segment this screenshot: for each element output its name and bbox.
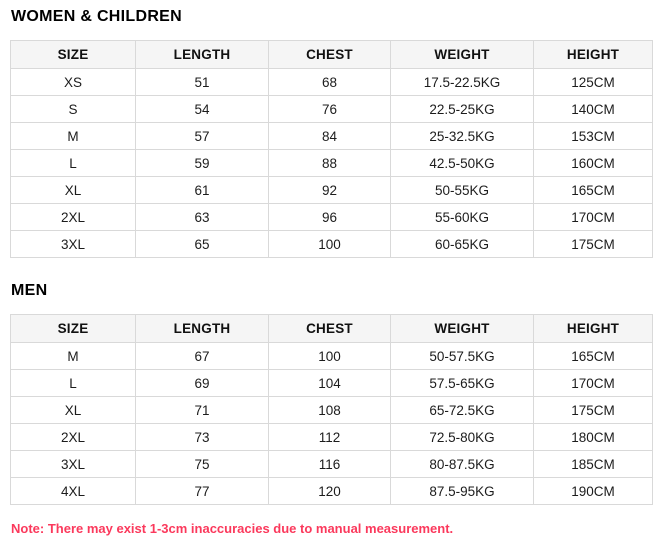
table-cell: 84 <box>268 122 391 150</box>
table-cell: 190CM <box>533 477 653 505</box>
table-cell: 153CM <box>533 122 653 150</box>
table-cell: 54 <box>135 95 269 123</box>
table-cell: 92 <box>268 176 391 204</box>
table-cell: XS <box>10 68 136 96</box>
table-cell: 72.5-80KG <box>390 423 534 451</box>
table-cell: 57.5-65KG <box>390 369 534 397</box>
section-title-men: MEN <box>11 282 48 299</box>
column-header: WEIGHT <box>390 40 534 69</box>
table-row: L 69 104 57.5-65KG 170CM <box>10 369 653 397</box>
column-header: SIZE <box>10 314 136 343</box>
table-cell: 2XL <box>10 203 136 231</box>
table-cell: 165CM <box>533 342 653 370</box>
column-header: SIZE <box>10 40 136 69</box>
table-row: 2XL 73 112 72.5-80KG 180CM <box>10 423 653 451</box>
table-row: M 57 84 25-32.5KG 153CM <box>10 122 653 150</box>
table-cell: L <box>10 149 136 177</box>
table-row: 3XL 65 100 60-65KG 175CM <box>10 230 653 258</box>
table-cell: 59 <box>135 149 269 177</box>
table-cell: 69 <box>135 369 269 397</box>
table-cell: 57 <box>135 122 269 150</box>
column-header: HEIGHT <box>533 314 653 343</box>
table-cell: 4XL <box>10 477 136 505</box>
table-cell: XL <box>10 176 136 204</box>
table-header-row: SIZE LENGTH CHEST WEIGHT HEIGHT <box>10 314 653 343</box>
table-cell: 125CM <box>533 68 653 96</box>
table-cell: 71 <box>135 396 269 424</box>
column-header: WEIGHT <box>390 314 534 343</box>
table-row: XL 61 92 50-55KG 165CM <box>10 176 653 204</box>
size-table-men: SIZE LENGTH CHEST WEIGHT HEIGHT M 67 100 50-57.… <box>10 314 653 505</box>
table-row: XS 51 68 17.5-22.5KG 125CM <box>10 68 653 96</box>
table-cell: 185CM <box>533 450 653 478</box>
table-cell: 180CM <box>533 423 653 451</box>
column-header: LENGTH <box>135 314 269 343</box>
table-row: 4XL 77 120 87.5-95KG 190CM <box>10 477 653 505</box>
table-cell: 65 <box>135 230 269 258</box>
table-row: L 59 88 42.5-50KG 160CM <box>10 149 653 177</box>
table-cell: S <box>10 95 136 123</box>
table-cell: 3XL <box>10 450 136 478</box>
table-cell: 50-57.5KG <box>390 342 534 370</box>
table-header-row: SIZE LENGTH CHEST WEIGHT HEIGHT <box>10 40 653 69</box>
table-row: M 67 100 50-57.5KG 165CM <box>10 342 653 370</box>
section-title-women-children: WOMEN & CHILDREN <box>11 8 183 25</box>
table-cell: 67 <box>135 342 269 370</box>
table-cell: 68 <box>268 68 391 96</box>
table-cell: 42.5-50KG <box>390 149 534 177</box>
table-cell: M <box>10 122 136 150</box>
size-table-women-children: SIZE LENGTH CHEST WEIGHT HEIGHT XS 51 68 17.5-2… <box>10 40 653 258</box>
table-cell: 50-55KG <box>390 176 534 204</box>
table-cell: 108 <box>268 396 391 424</box>
table-cell: 55-60KG <box>390 203 534 231</box>
table-cell: 112 <box>268 423 391 451</box>
table-cell: 60-65KG <box>390 230 534 258</box>
table-cell: 175CM <box>533 230 653 258</box>
table-row: 2XL 63 96 55-60KG 170CM <box>10 203 653 231</box>
table-cell: 63 <box>135 203 269 231</box>
table-cell: 25-32.5KG <box>390 122 534 150</box>
measurement-note: Note: There may exist 1-3cm inaccuracies… <box>11 521 454 536</box>
table-cell: 165CM <box>533 176 653 204</box>
table-row: 3XL 75 116 80-87.5KG 185CM <box>10 450 653 478</box>
table-cell: XL <box>10 396 136 424</box>
table-cell: 61 <box>135 176 269 204</box>
column-header: CHEST <box>268 314 391 343</box>
table-cell: 17.5-22.5KG <box>390 68 534 96</box>
table-row: S 54 76 22.5-25KG 140CM <box>10 95 653 123</box>
table-cell: 2XL <box>10 423 136 451</box>
size-chart-page: WOMEN & CHILDREN SIZE LENGTH CHEST WEIGHT HE… <box>10 8 653 536</box>
table-cell: 170CM <box>533 369 653 397</box>
table-cell: 116 <box>268 450 391 478</box>
table-cell: 88 <box>268 149 391 177</box>
table-cell: 77 <box>135 477 269 505</box>
table-cell: 22.5-25KG <box>390 95 534 123</box>
table-cell: 80-87.5KG <box>390 450 534 478</box>
table-cell: 76 <box>268 95 391 123</box>
table-cell: 170CM <box>533 203 653 231</box>
column-header: LENGTH <box>135 40 269 69</box>
table-cell: 120 <box>268 477 391 505</box>
table-cell: L <box>10 369 136 397</box>
table-row: XL 71 108 65-72.5KG 175CM <box>10 396 653 424</box>
table-cell: 100 <box>268 342 391 370</box>
table-cell: 73 <box>135 423 269 451</box>
table-cell: 87.5-95KG <box>390 477 534 505</box>
table-cell: 175CM <box>533 396 653 424</box>
table-cell: 75 <box>135 450 269 478</box>
table-cell: 51 <box>135 68 269 96</box>
table-cell: M <box>10 342 136 370</box>
table-cell: 104 <box>268 369 391 397</box>
table-cell: 3XL <box>10 230 136 258</box>
table-cell: 100 <box>268 230 391 258</box>
table-cell: 65-72.5KG <box>390 396 534 424</box>
table-cell: 160CM <box>533 149 653 177</box>
column-header: HEIGHT <box>533 40 653 69</box>
column-header: CHEST <box>268 40 391 69</box>
table-cell: 140CM <box>533 95 653 123</box>
table-cell: 96 <box>268 203 391 231</box>
